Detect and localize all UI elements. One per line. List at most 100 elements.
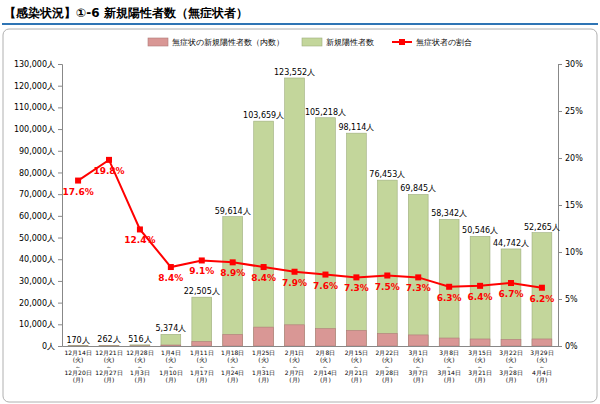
legend-label: 無症状者の割合 xyxy=(416,38,472,47)
y-tick: 40,000人 xyxy=(19,255,62,264)
bar-label: 5,374人 xyxy=(155,324,186,333)
line-label: 9.1% xyxy=(189,266,214,276)
line-label: 6.2% xyxy=(529,294,554,304)
x-tick: 1月18日(火)～1月24日(月) xyxy=(221,349,244,384)
x-tick: 1月4日(火)～1月10日(月) xyxy=(159,349,182,384)
y2-tick-mark xyxy=(558,64,562,65)
y2-tick-mark xyxy=(558,299,562,300)
y2-tick: 5% xyxy=(558,295,578,304)
y2-tick: 25% xyxy=(558,107,583,116)
y-tick: 30,000人 xyxy=(19,277,62,286)
data-labels: 170人262人516人5,374人22,505人59,614人103,659人… xyxy=(62,68,559,345)
x-tick-label: 12月21日(火)～12月27日(月) xyxy=(95,349,122,384)
y-tick-label: 0人 xyxy=(42,342,55,351)
legend-item: 無症状者の割合 xyxy=(392,38,472,47)
y2-tick: 30% xyxy=(558,60,583,69)
x-tick-label: 3月1日(火)～3月7日(月) xyxy=(408,349,428,384)
title-underline xyxy=(2,23,598,25)
line-marker xyxy=(137,226,143,232)
x-tick: 3月15日(火)～3月21日(月) xyxy=(468,349,491,384)
y2-tick: 20% xyxy=(558,154,583,163)
x-tick: 12月14日(火)～12月20日(月) xyxy=(64,349,91,384)
x-tick-label-line: (月) xyxy=(475,376,486,383)
chart-svg: 【感染状況】①-6 新規陽性者数（無症状者）0人10,000人20,000人30… xyxy=(0,0,600,404)
y2-tick-mark xyxy=(558,111,562,112)
y-tick-mark xyxy=(58,194,62,195)
x-axis: 12月14日(火)～12月20日(月)12月21日(火)～12月27日(月)12… xyxy=(63,347,559,384)
bar-label: 22,505人 xyxy=(184,287,220,296)
y-tick-label: 80,000人 xyxy=(19,169,55,178)
y2-tick-mark xyxy=(558,158,562,159)
y-tick-label: 100,000人 xyxy=(14,125,55,134)
x-tick-label-line: (月) xyxy=(73,376,84,383)
line-marker xyxy=(261,264,267,270)
y2-tick-label: 10% xyxy=(565,248,583,257)
y-tick-label: 120,000人 xyxy=(14,82,55,91)
bar-label: 123,552人 xyxy=(274,68,315,77)
x-tick: 2月22日(火)～2月28日(月) xyxy=(376,349,399,384)
bar xyxy=(130,345,150,346)
y-tick-mark xyxy=(58,259,62,260)
y-tick-mark xyxy=(58,64,62,65)
line-label: 6.7% xyxy=(499,289,524,299)
plot-area xyxy=(68,78,552,346)
line-marker xyxy=(168,264,174,270)
y-tick-mark xyxy=(58,324,62,325)
y-tick: 130,000人 xyxy=(14,60,62,69)
y-tick-label: 10,000人 xyxy=(19,320,55,329)
y-tick: 50,000人 xyxy=(19,234,62,243)
y-axis: 0人10,000人20,000人30,000人40,000人50,000人60,… xyxy=(14,60,63,351)
bar xyxy=(130,345,150,346)
bar xyxy=(68,345,88,346)
line xyxy=(78,160,542,288)
y-tick: 20,000人 xyxy=(19,299,62,308)
y-tick-mark xyxy=(58,303,62,304)
line-marker xyxy=(446,284,452,290)
line-label: 19.8% xyxy=(93,166,124,176)
legend-marker xyxy=(399,39,405,45)
x-tick-label: 2月8日(火)～2月14日(月) xyxy=(314,349,337,384)
bar xyxy=(346,133,366,346)
y-tick-mark xyxy=(58,238,62,239)
y-tick-mark xyxy=(58,151,62,152)
y-tick-mark xyxy=(58,216,62,217)
x-tick-label-line: (月) xyxy=(258,376,269,383)
bar xyxy=(377,334,397,346)
y-tick-label: 130,000人 xyxy=(14,60,55,69)
bar xyxy=(316,118,336,346)
line-marker xyxy=(508,280,514,286)
bar xyxy=(285,325,305,346)
line-label: 7.3% xyxy=(406,283,431,293)
y2-tick-label: 20% xyxy=(565,154,583,163)
x-tick: 2月15日(火)～2月21日(月) xyxy=(345,349,368,384)
bar xyxy=(254,327,274,346)
legend-label: 無症状の新規陽性者数（内数） xyxy=(172,38,284,47)
bar-series xyxy=(68,325,552,346)
bar xyxy=(439,219,459,346)
y-tick-label: 40,000人 xyxy=(19,255,55,264)
bar-label: 516人 xyxy=(128,335,151,344)
x-tick: 3月1日(火)～3月7日(月) xyxy=(408,349,428,384)
x-tick-label-line: (月) xyxy=(444,376,455,383)
line-marker xyxy=(75,178,81,184)
line-marker xyxy=(353,274,359,280)
x-tick-label: 12月28日(火)～1月3日(月) xyxy=(126,349,153,384)
legend-item: 無症状の新規陽性者数（内数） xyxy=(148,38,284,47)
x-tick-label: 3月22日(火)～3月28日(月) xyxy=(499,349,522,384)
y-tick-mark xyxy=(58,172,62,173)
x-tick: 1月11日(火)～1月17日(月) xyxy=(190,349,213,384)
bar xyxy=(501,339,521,346)
line-marker xyxy=(106,157,112,163)
y2-axis: 0%5%10%15%20%25%30% xyxy=(558,60,583,351)
line-marker xyxy=(384,273,390,279)
line-label: 12.4% xyxy=(124,235,155,245)
x-tick-label: 12月14日(火)～12月20日(月) xyxy=(64,349,91,384)
bar-label: 59,614人 xyxy=(215,207,251,216)
y-tick: 70,000人 xyxy=(19,190,62,199)
bar-label: 44,742人 xyxy=(493,239,529,248)
y-tick: 120,000人 xyxy=(14,82,62,91)
bar xyxy=(68,345,88,346)
x-tick: 1月25日(火)～1月31日(月) xyxy=(252,349,275,384)
y-tick-mark xyxy=(58,281,62,282)
line-marker xyxy=(230,259,236,265)
